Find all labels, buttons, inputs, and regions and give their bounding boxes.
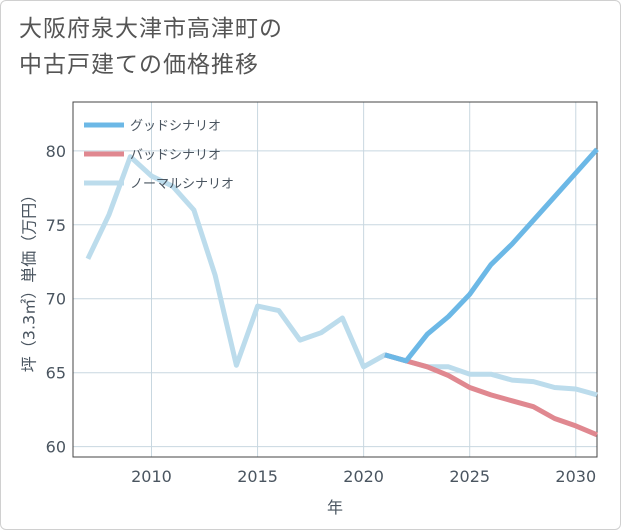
y-tick-80: 80 xyxy=(46,142,66,161)
series-layer xyxy=(85,147,599,438)
series-line-normal xyxy=(85,154,598,398)
y-tick-70: 70 xyxy=(46,290,66,309)
x-tick-2020: 2020 xyxy=(343,467,384,486)
plot-area-border xyxy=(72,101,598,458)
title-line-1: 大阪府泉大津市高津町の xyxy=(19,16,283,42)
x-tick-2015: 2015 xyxy=(237,467,278,486)
y-tick-60: 60 xyxy=(46,438,66,457)
y-tick-75: 75 xyxy=(46,216,66,235)
x-tick-labels: 2010 2015 2020 2025 2030 xyxy=(131,467,596,486)
chart-title: 大阪府泉大津市高津町の 中古戸建ての価格推移 xyxy=(19,11,283,83)
grid xyxy=(73,102,597,457)
y-tick-labels: 60 65 70 75 80 xyxy=(46,142,66,457)
series-line-good xyxy=(384,147,599,364)
y-tick-65: 65 xyxy=(46,364,66,383)
title-line-2: 中古戸建ての価格推移 xyxy=(19,52,259,78)
x-tick-2010: 2010 xyxy=(131,467,172,486)
legend-label-good: グッドシナリオ xyxy=(130,119,221,134)
legend-label-bad: バッドシナリオ xyxy=(130,148,221,163)
x-tick-2030: 2030 xyxy=(555,467,596,486)
x-tick-2025: 2025 xyxy=(449,467,490,486)
legend-label-normal: ノーマルシナリオ xyxy=(130,177,234,192)
x-axis-label: 年 xyxy=(327,498,343,517)
series-line-bad xyxy=(384,352,598,438)
y-axis-label: 坪（3.3㎡）単価（万円） xyxy=(20,187,39,372)
